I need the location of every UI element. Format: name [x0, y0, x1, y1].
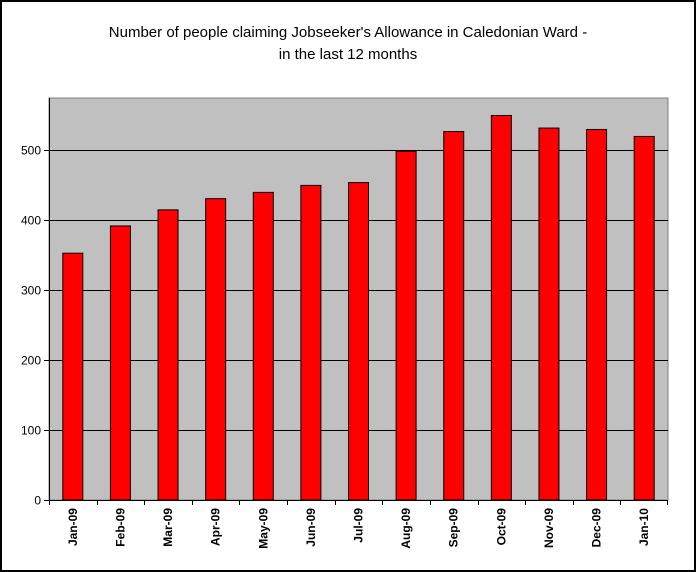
x-tick-label-Mar-09: Mar-09	[161, 508, 175, 547]
bar-Dec-09	[586, 128, 608, 501]
x-tick-label-Jan-09: Jan-09	[66, 508, 80, 546]
chart-title: Number of people claiming Jobseeker's Al…	[2, 22, 694, 66]
bar-Nov-09	[538, 127, 560, 501]
bar-Jun-09	[300, 184, 322, 501]
bar-Jan-09	[62, 252, 84, 501]
y-tick-label-100: 100	[21, 424, 41, 438]
bar-Jan-10	[633, 135, 655, 501]
x-tick-label-Jun-09: Jun-09	[304, 508, 318, 547]
bar-Mar-09	[157, 209, 179, 501]
x-tick-label-Aug-09: Aug-09	[399, 508, 413, 549]
y-tick-label-0: 0	[34, 494, 41, 508]
x-tick-label-Apr-09: Apr-09	[209, 508, 223, 546]
x-tick-label-Sep-09: Sep-09	[447, 508, 461, 548]
bar-Sep-09	[443, 131, 465, 501]
y-tick-label-300: 300	[21, 284, 41, 298]
x-tick-label-Jan-10: Jan-10	[637, 508, 651, 546]
bar-Feb-09	[109, 225, 131, 501]
bar-Apr-09	[205, 198, 227, 501]
x-tick-label-Jul-09: Jul-09	[352, 508, 366, 543]
x-tick-label-Oct-09: Oct-09	[494, 508, 508, 546]
x-tick-label-Feb-09: Feb-09	[113, 508, 127, 547]
bar-Oct-09	[490, 114, 512, 501]
x-tick-label-Dec-09: Dec-09	[590, 508, 604, 548]
bar-Jul-09	[348, 182, 369, 501]
x-tick-label-Nov-09: Nov-09	[542, 508, 556, 548]
x-tick-label-May-09: May-09	[256, 508, 270, 549]
chart-title-line-1: Number of people claiming Jobseeker's Al…	[108, 24, 588, 41]
y-tick-label-400: 400	[21, 214, 41, 228]
chart-title-line-2: in the last 12 months	[278, 46, 418, 63]
bar-May-09	[252, 191, 274, 501]
y-tick-label-200: 200	[21, 354, 41, 368]
bar-Aug-09	[395, 150, 417, 501]
y-tick-label-500: 500	[21, 144, 41, 158]
